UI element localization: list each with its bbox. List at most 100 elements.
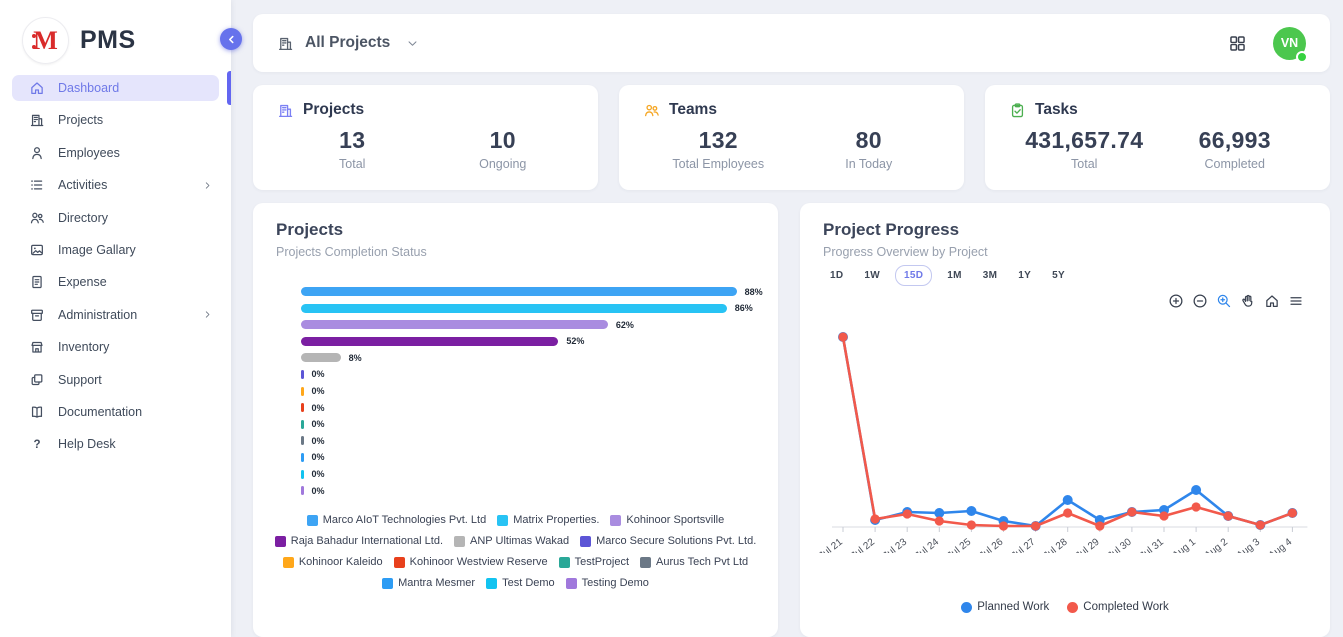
sidebar-item-label: Help Desk xyxy=(58,437,116,452)
range-button-1w[interactable]: 1W xyxy=(864,270,880,281)
app-logo: M PMS xyxy=(0,0,231,66)
metric-label: Total xyxy=(1071,157,1098,171)
time-range-selector: 1D 1W 15D 1M 3M 1Y 5Y xyxy=(824,265,1071,286)
legend-label: Kohinoor Kaleido xyxy=(298,556,383,568)
logo-letter: M xyxy=(33,25,58,55)
stat-card-tasks: Tasks 431,657.74 Total 66,993 Completed xyxy=(985,85,1330,190)
svg-text:Aug 2: Aug 2 xyxy=(1203,536,1231,553)
legend-label: Planned Work xyxy=(977,601,1050,613)
range-button-5y[interactable]: 5Y xyxy=(1052,270,1065,281)
metric-label: Completed xyxy=(1204,157,1265,171)
apps-grid-icon[interactable] xyxy=(1228,34,1247,53)
metric: 66,993 Completed xyxy=(1160,127,1311,171)
range-button-15d[interactable]: 15D xyxy=(895,265,933,286)
legend-item-raja-bahadur-international-ltd[interactable]: Raja Bahadur International Ltd. xyxy=(274,535,443,547)
sidebar-collapse-button[interactable] xyxy=(220,28,242,50)
legend-item-completed-work[interactable]: Completed Work xyxy=(1067,601,1169,613)
range-button-1d[interactable]: 1D xyxy=(830,270,844,281)
legend-item-kohinoor-kaleido[interactable]: Kohinoor Kaleido xyxy=(282,556,383,568)
sidebar-item-projects[interactable]: Projects xyxy=(12,107,219,133)
legend-item-test-demo[interactable]: Test Demo xyxy=(486,577,555,589)
home-icon xyxy=(29,80,45,96)
bar-testing-demo: 0% xyxy=(301,485,763,496)
store-icon xyxy=(29,339,45,355)
bar xyxy=(301,419,304,429)
legend-item-anp-ultimas-wakad[interactable]: ANP Ultimas Wakad xyxy=(454,535,569,547)
sidebar-item-employees[interactable]: Employees xyxy=(12,140,219,166)
avatar[interactable]: VN xyxy=(1273,26,1308,63)
chevron-left-icon xyxy=(226,34,237,45)
project-progress-card: Project Progress Progress Overview by Pr… xyxy=(800,203,1330,637)
legend-swatch xyxy=(486,577,498,589)
bar-value-label: 8% xyxy=(348,352,362,363)
sidebar-item-support[interactable]: Support xyxy=(12,367,219,393)
bar-value-label: 0% xyxy=(311,485,325,496)
legend-swatch xyxy=(274,535,286,547)
sidebar-item-label: Projects xyxy=(58,113,104,128)
building-icon xyxy=(277,35,294,52)
legend-item-kohinoor-sportsville[interactable]: Kohinoor Sportsville xyxy=(610,514,724,526)
stat-card-projects: Projects 13 Total 10 Ongoing xyxy=(253,85,598,190)
project-selector-label: All Projects xyxy=(305,34,391,51)
legend-item-planned-work[interactable]: Planned Work xyxy=(961,601,1049,613)
bar xyxy=(301,320,608,330)
sidebar-item-help-desk[interactable]: ? Help Desk xyxy=(12,431,219,457)
chevron-right-icon xyxy=(202,180,213,191)
zoom-out-icon[interactable] xyxy=(1192,293,1208,309)
bar xyxy=(301,287,737,296)
menu-icon[interactable] xyxy=(1288,293,1304,309)
bar xyxy=(301,452,304,462)
legend-item-marco-aiot-technologies-pvt-ltd[interactable]: Marco AIoT Technologies Pvt. Ltd xyxy=(306,514,487,526)
bar-value-label: 0% xyxy=(311,369,325,380)
bar-value-label: 0% xyxy=(311,435,325,446)
sidebar-item-activities[interactable]: Activities xyxy=(12,172,219,198)
svg-text:Jul 31: Jul 31 xyxy=(1138,536,1166,553)
range-button-1y[interactable]: 1Y xyxy=(1018,270,1032,281)
range-button-1m[interactable]: 1M xyxy=(947,270,962,281)
svg-text:Jul 23: Jul 23 xyxy=(881,536,909,553)
projects-completion-card: Projects Projects Completion Status 88% 8… xyxy=(253,203,778,637)
legend-item-marco-secure-solutions-pvt-ltd[interactable]: Marco Secure Solutions Pvt. Ltd. xyxy=(580,535,756,547)
sidebar-item-administration[interactable]: Administration xyxy=(12,302,219,328)
zoom-box-icon[interactable] xyxy=(1216,293,1232,309)
legend-label: Marco AIoT Technologies Pvt. Ltd xyxy=(322,514,487,526)
bar-aurus-tech-pvt-ltd: 0% xyxy=(301,435,763,446)
home-icon[interactable] xyxy=(1264,293,1280,309)
sidebar-item-directory[interactable]: Directory xyxy=(12,205,219,231)
sidebar-item-documentation[interactable]: Documentation xyxy=(12,399,219,425)
bar-value-label: 0% xyxy=(311,386,325,397)
legend-item-aurus-tech-pvt-ltd[interactable]: Aurus Tech Pvt Ltd xyxy=(640,556,748,568)
sidebar-item-inventory[interactable]: Inventory xyxy=(12,334,219,360)
stat-card-title: Tasks xyxy=(1035,101,1078,118)
metric-label: Total Employees xyxy=(672,157,765,171)
legend-swatch xyxy=(580,535,592,547)
pan-icon[interactable] xyxy=(1240,293,1256,309)
legend-item-mantra-mesmer[interactable]: Mantra Mesmer xyxy=(382,577,475,589)
sidebar-item-image-gallary[interactable]: Image Gallary xyxy=(12,237,219,263)
legend-label: Marco Secure Solutions Pvt. Ltd. xyxy=(596,535,757,547)
bar xyxy=(301,403,304,413)
legend-item-testing-demo[interactable]: Testing Demo xyxy=(565,577,649,589)
legend-item-matrix-properties[interactable]: Matrix Properties. xyxy=(497,514,599,526)
range-button-3m[interactable]: 3M xyxy=(982,270,998,281)
legend-item-kohinoor-westview-reserve[interactable]: Kohinoor Westview Reserve xyxy=(393,556,548,568)
svg-text:Jul 29: Jul 29 xyxy=(1074,536,1102,553)
chart-toolbar xyxy=(1168,293,1304,309)
zoom-in-icon[interactable] xyxy=(1168,293,1184,309)
sidebar-item-dashboard[interactable]: Dashboard xyxy=(12,71,231,105)
metric-label: Ongoing xyxy=(479,157,527,171)
legend-item-testproject[interactable]: TestProject xyxy=(558,556,629,568)
bar-value-label: 0% xyxy=(311,452,325,463)
sidebar-item-label: Image Gallary xyxy=(58,242,136,257)
legend-swatch xyxy=(306,514,318,526)
sidebar-item-expense[interactable]: Expense xyxy=(12,269,219,295)
bar-value-label: 86% xyxy=(734,303,753,314)
sidebar-item-label: Expense xyxy=(58,275,107,290)
metric: 10 Ongoing xyxy=(428,127,579,171)
legend-swatch xyxy=(565,577,577,589)
bar xyxy=(301,303,727,313)
project-selector-dropdown[interactable]: All Projects xyxy=(277,34,419,52)
legend-swatch xyxy=(558,556,570,568)
legend-label: ANP Ultimas Wakad xyxy=(470,535,570,547)
app-name: PMS xyxy=(80,26,136,54)
